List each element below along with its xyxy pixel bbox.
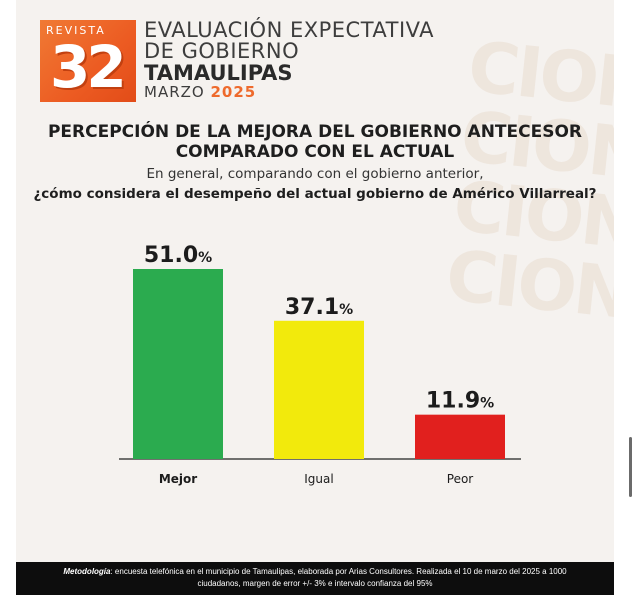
chart-title: PERCEPCIÓN DE LA MEJORA DEL GOBIERNO ANT… — [47, 122, 583, 162]
bar-mejor — [133, 269, 223, 459]
header-title-line1: EVALUACIÓN EXPECTATIVA — [144, 18, 435, 42]
methodology-text: : encuesta telefónica en el municipio de… — [110, 567, 567, 588]
question-intro: En general, comparando con el gobierno a… — [146, 166, 484, 182]
header-date: MARZO 2025 — [144, 84, 434, 101]
header-title-state: TAMAULIPAS — [144, 61, 293, 85]
logo-top-text: REVISTA — [46, 24, 106, 37]
header-month: MARZO — [144, 83, 205, 101]
header-year: 2025 — [210, 83, 257, 101]
methodology-label: Metodología — [63, 567, 111, 576]
value-label-igual: 37.1% — [285, 295, 353, 320]
bar-peor — [415, 414, 505, 459]
value-label-peor: 11.9% — [426, 389, 494, 414]
revista-32-logo: REVISTA 32 — [40, 20, 136, 102]
scrollbar-thumb[interactable] — [629, 437, 632, 497]
header-titles: EVALUACIÓN EXPECTATIVA DE GOBIERNO TAMAU… — [144, 20, 434, 101]
methodology-footer: Metodología: encuesta telefónica en el m… — [16, 562, 614, 595]
category-label-igual: Igual — [304, 472, 333, 486]
category-label-peor: Peor — [447, 472, 474, 486]
bar-chart: 51.0% Mejor 37.1% Igual 11.9% Peor — [119, 243, 521, 486]
value-label-mejor: 51.0% — [144, 243, 212, 268]
category-label-mejor: Mejor — [159, 472, 197, 486]
survey-card: CION CION CION CION REVISTA 32 EVALUACIÓ… — [16, 0, 614, 595]
header-title-line2: DE GOBIERNO — [144, 39, 300, 63]
logo-number: 32 — [50, 33, 127, 101]
question-text: ¿cómo considera el desempeño del actual … — [33, 186, 597, 202]
bar-igual — [274, 320, 364, 459]
